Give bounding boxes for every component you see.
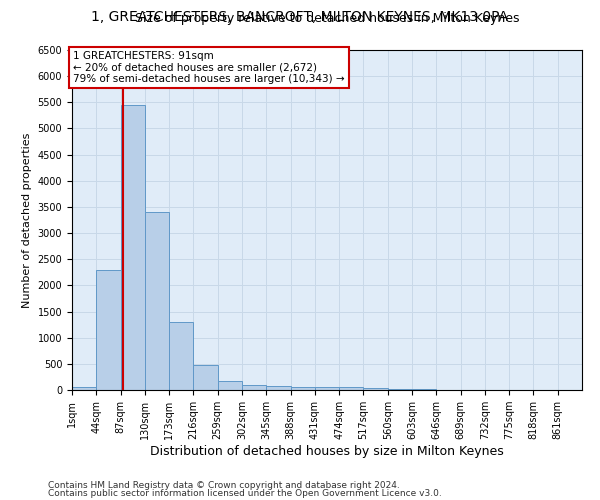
Y-axis label: Number of detached properties: Number of detached properties — [22, 132, 32, 308]
Bar — [145, 212, 169, 390]
Bar — [121, 105, 145, 390]
Bar — [290, 388, 315, 390]
Bar — [218, 381, 242, 390]
Bar — [169, 322, 193, 390]
Text: 1 GREATCHESTERS: 91sqm
← 20% of detached houses are smaller (2,672)
79% of semi-: 1 GREATCHESTERS: 91sqm ← 20% of detached… — [73, 51, 345, 84]
Text: Contains public sector information licensed under the Open Government Licence v3: Contains public sector information licen… — [48, 488, 442, 498]
Text: 1, GREATCHESTERS, BANCROFT, MILTON KEYNES, MK13 0PA: 1, GREATCHESTERS, BANCROFT, MILTON KEYNE… — [91, 10, 509, 24]
Bar — [193, 365, 218, 390]
Bar — [96, 270, 121, 390]
Bar — [266, 386, 290, 390]
X-axis label: Distribution of detached houses by size in Milton Keynes: Distribution of detached houses by size … — [150, 445, 504, 458]
Bar — [242, 385, 266, 390]
Text: Contains HM Land Registry data © Crown copyright and database right 2024.: Contains HM Land Registry data © Crown c… — [48, 481, 400, 490]
Bar — [315, 388, 339, 390]
Title: Size of property relative to detached houses in Milton Keynes: Size of property relative to detached ho… — [135, 12, 519, 25]
Bar — [339, 388, 364, 390]
Bar — [72, 387, 96, 390]
Bar — [364, 388, 388, 390]
